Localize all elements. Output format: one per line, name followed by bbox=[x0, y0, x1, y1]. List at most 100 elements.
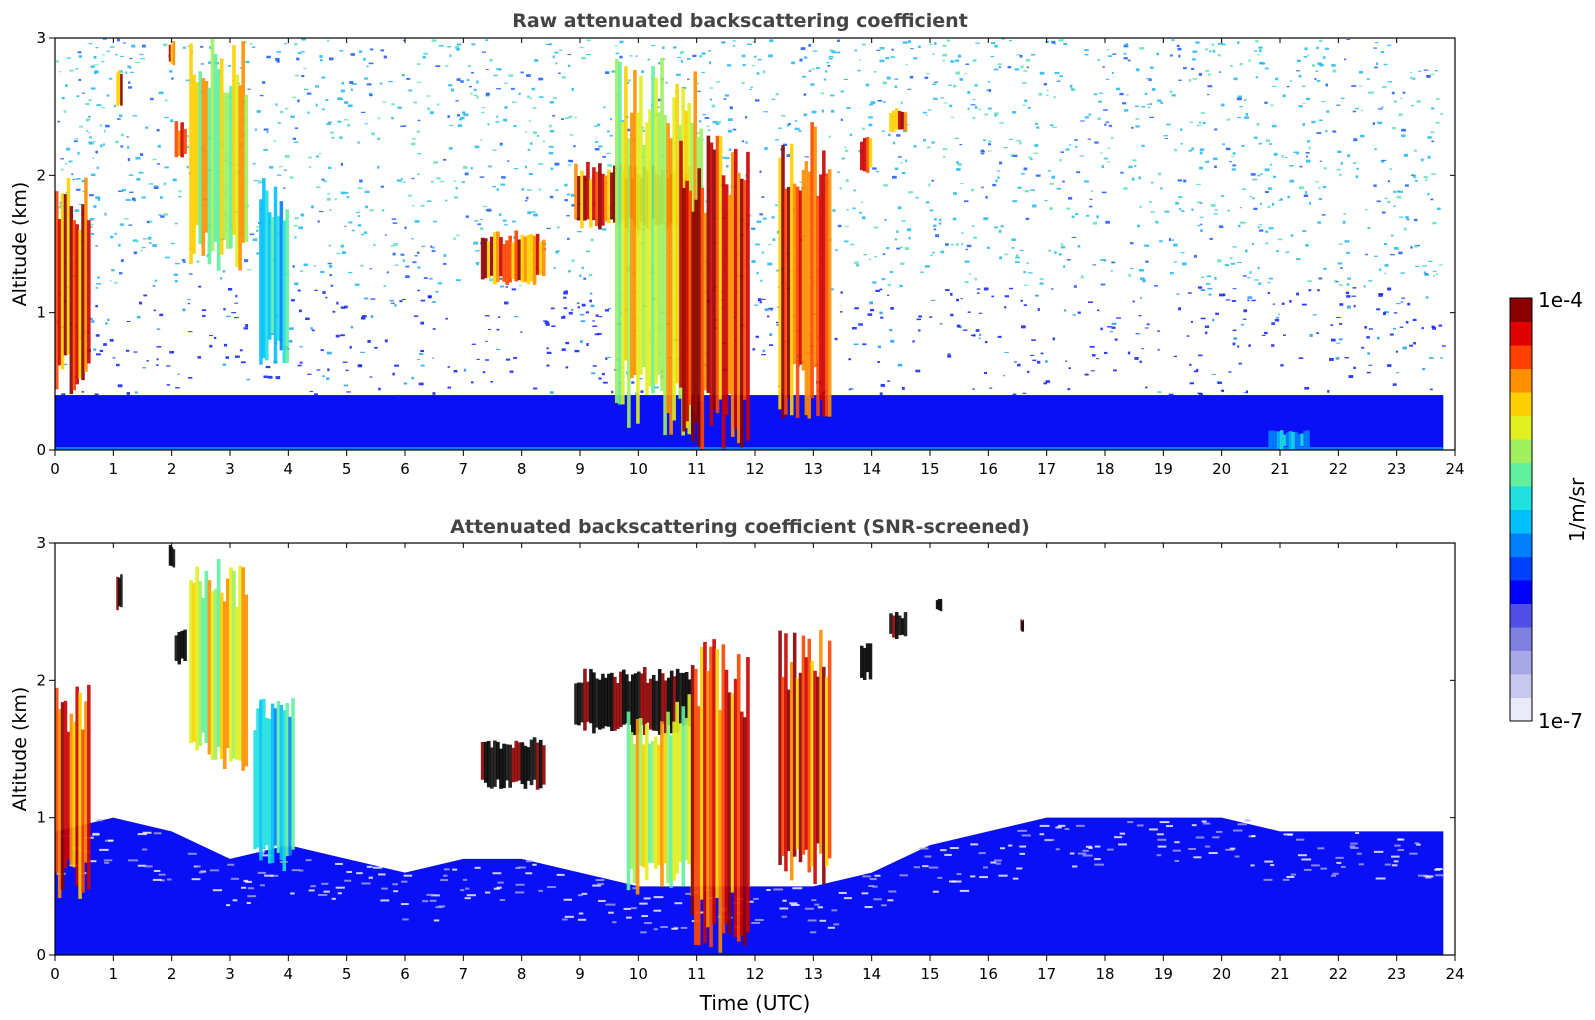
boundary-fringe bbox=[888, 890, 897, 893]
noise-speckle bbox=[996, 170, 1001, 172]
noise-speckle bbox=[563, 307, 568, 310]
noise-speckle bbox=[403, 125, 407, 127]
cloud-strip bbox=[235, 606, 239, 760]
boundary-fringe bbox=[685, 892, 692, 895]
boundary-fringe bbox=[868, 885, 875, 888]
boundary-fringe bbox=[1263, 878, 1273, 881]
cloud-strip bbox=[241, 41, 246, 243]
noise-speckle bbox=[417, 173, 420, 175]
noise-speckle bbox=[711, 104, 716, 108]
boundary-fringe bbox=[1172, 849, 1181, 852]
x-tick-label: 5 bbox=[342, 460, 352, 478]
cloud-feature bbox=[889, 612, 908, 640]
noise-speckle bbox=[955, 71, 960, 75]
boundary-fringe bbox=[978, 852, 986, 855]
noise-speckle bbox=[933, 228, 937, 231]
noise-speckle bbox=[1134, 357, 1139, 360]
cloud-strip bbox=[75, 686, 79, 886]
noise-speckle bbox=[1207, 287, 1213, 290]
cloud-strip bbox=[514, 230, 519, 282]
noise-speckle bbox=[1389, 254, 1395, 256]
noise-speckle bbox=[1004, 253, 1009, 256]
noise-speckle bbox=[1003, 147, 1008, 149]
cloud-strip bbox=[819, 629, 823, 854]
noise-speckle bbox=[549, 124, 552, 128]
cloud-strip bbox=[648, 109, 652, 387]
noise-speckle bbox=[845, 179, 849, 183]
boundary-fringe bbox=[940, 849, 947, 852]
noise-speckle bbox=[918, 315, 923, 318]
x-tick-label: 4 bbox=[284, 460, 294, 478]
noise-speckle bbox=[1263, 331, 1268, 335]
noise-speckle bbox=[945, 289, 950, 292]
noise-speckle bbox=[1207, 85, 1213, 88]
cloud-strip bbox=[736, 172, 741, 444]
noise-speckle bbox=[1092, 264, 1097, 266]
noise-speckle bbox=[1335, 357, 1340, 360]
cloud-strip bbox=[607, 169, 611, 224]
noise-speckle bbox=[131, 197, 136, 201]
noise-speckle bbox=[340, 136, 344, 140]
noise-speckle bbox=[1272, 303, 1275, 305]
x-tick-label: 4 bbox=[284, 965, 294, 983]
noise-speckle bbox=[142, 366, 146, 369]
boundary-fringe bbox=[999, 847, 1006, 850]
boundary-fringe bbox=[995, 862, 1001, 865]
noise-speckle bbox=[413, 315, 419, 318]
noise-speckle bbox=[905, 63, 908, 66]
noise-speckle bbox=[1037, 308, 1040, 311]
noise-speckle bbox=[561, 348, 566, 352]
x-axis-label: Time (UTC) bbox=[699, 991, 811, 1015]
boundary-fringe bbox=[142, 831, 152, 834]
noise-speckle bbox=[447, 84, 453, 87]
cloud-strip bbox=[480, 742, 485, 780]
noise-speckle bbox=[383, 55, 387, 59]
noise-speckle bbox=[1298, 74, 1302, 78]
noise-speckle bbox=[896, 230, 899, 233]
noise-speckle bbox=[967, 107, 970, 110]
noise-speckle bbox=[861, 216, 866, 220]
cloud-strip bbox=[226, 92, 230, 249]
noise-speckle bbox=[109, 280, 112, 282]
noise-speckle bbox=[1264, 67, 1269, 70]
boundary-fringe bbox=[152, 878, 162, 881]
noise-speckle bbox=[1139, 277, 1145, 281]
noise-speckle bbox=[1247, 296, 1253, 299]
cloud-strip bbox=[538, 739, 543, 789]
noise-speckle bbox=[1109, 330, 1114, 333]
noise-speckle bbox=[955, 243, 959, 246]
noise-speckle bbox=[380, 185, 384, 188]
noise-speckle bbox=[429, 111, 434, 115]
noise-speckle bbox=[839, 187, 842, 190]
noise-speckle bbox=[891, 175, 897, 179]
noise-speckle bbox=[1283, 334, 1286, 336]
y-tick-label: 0 bbox=[36, 946, 46, 964]
x-tick-label: 22 bbox=[1329, 965, 1348, 983]
noise-speckle bbox=[598, 145, 603, 148]
noise-speckle bbox=[114, 281, 118, 284]
noise-speckle bbox=[1290, 234, 1294, 237]
noise-speckle bbox=[1365, 209, 1368, 211]
noise-speckle bbox=[488, 328, 492, 331]
noise-speckle bbox=[998, 229, 1002, 233]
noise-speckle bbox=[1407, 302, 1411, 306]
noise-speckle bbox=[318, 152, 322, 155]
cloud-strip bbox=[641, 744, 646, 868]
noise-speckle bbox=[696, 82, 699, 85]
noise-speckle bbox=[1047, 170, 1051, 172]
cloud-strip bbox=[900, 112, 905, 130]
noise-speckle bbox=[1088, 205, 1093, 208]
noise-speckle bbox=[262, 81, 266, 84]
noise-speckle bbox=[1205, 331, 1208, 335]
noise-speckle bbox=[870, 308, 875, 312]
noise-speckle bbox=[546, 364, 550, 367]
noise-speckle bbox=[173, 273, 178, 276]
noise-speckle bbox=[972, 388, 975, 390]
noise-speckle bbox=[1035, 122, 1038, 125]
noise-speckle bbox=[361, 233, 365, 236]
noise-speckle bbox=[972, 116, 976, 120]
boundary-fringe bbox=[1094, 858, 1101, 861]
noise-speckle bbox=[1023, 167, 1028, 171]
noise-speckle bbox=[728, 148, 732, 151]
noise-speckle bbox=[953, 192, 957, 195]
